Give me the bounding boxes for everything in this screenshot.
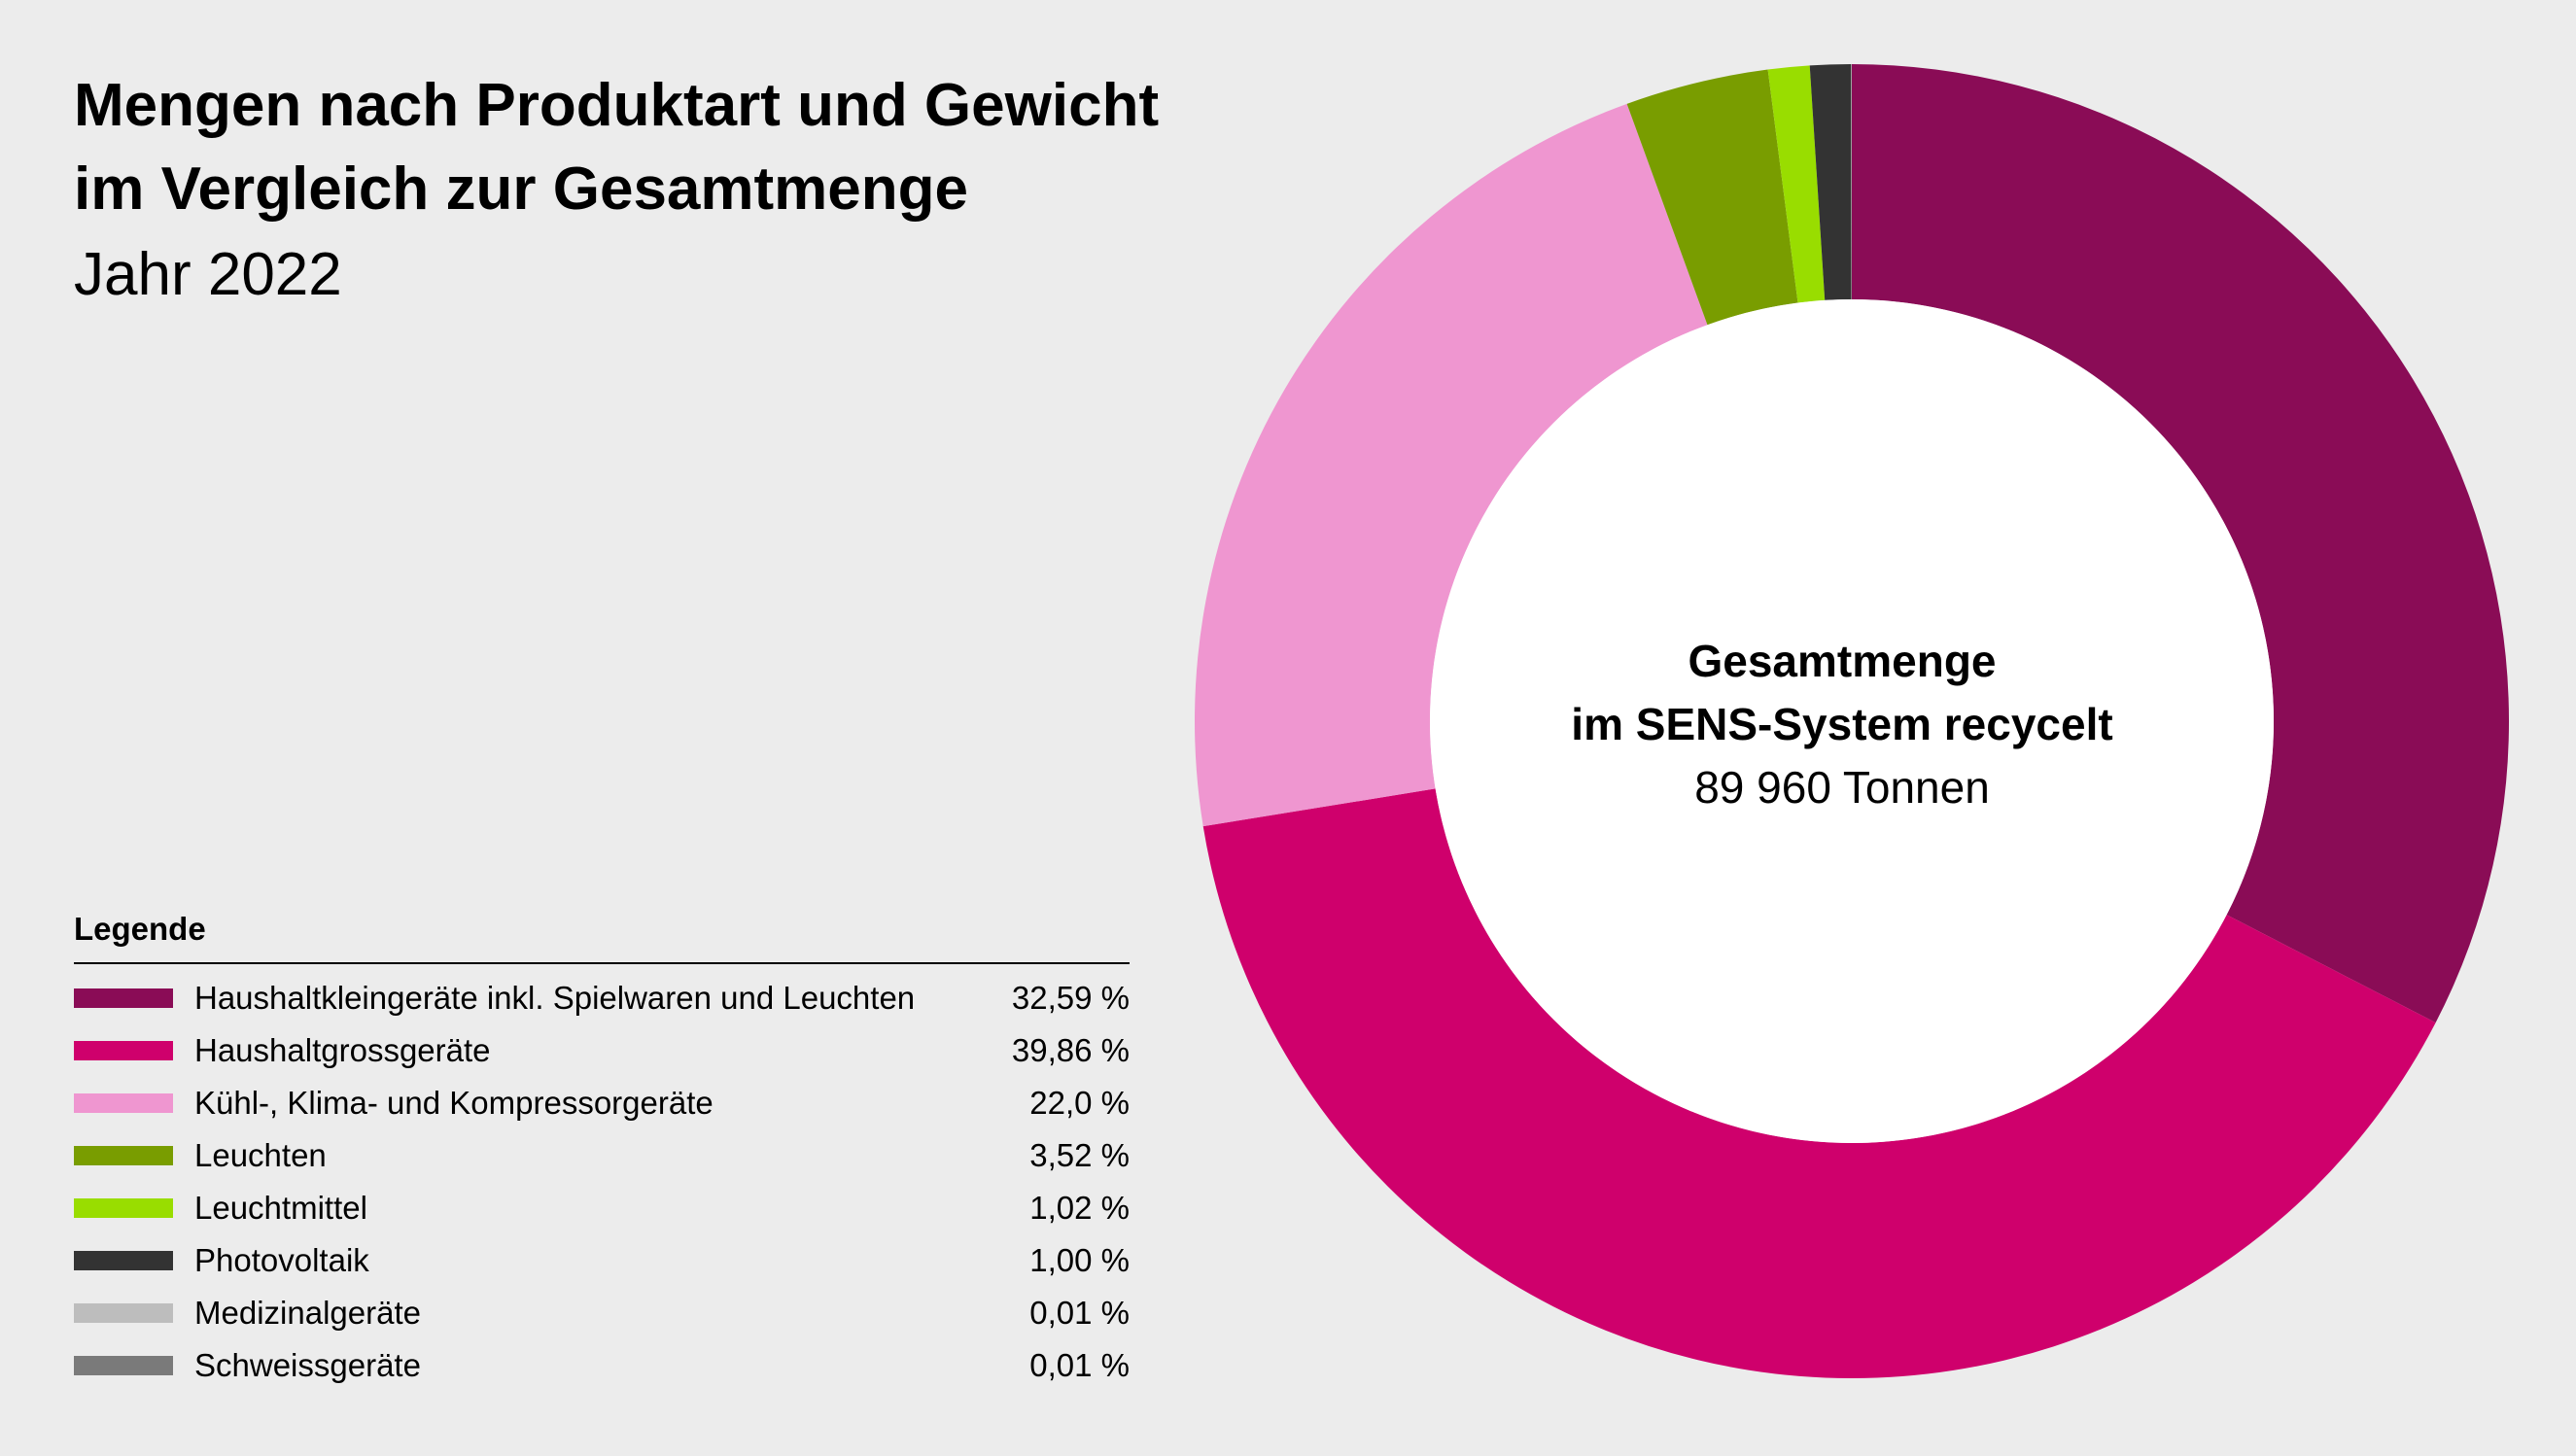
legend-swatch — [74, 1303, 173, 1323]
donut-slice — [1202, 788, 2436, 1379]
legend-label: Haushaltgrossgeräte — [194, 1032, 491, 1068]
donut-slice — [1851, 64, 1852, 300]
donut-center-label: Gesamtmenge im SENS-System recycelt 89 9… — [1571, 636, 2112, 813]
legend-label: Leuchten — [194, 1137, 327, 1173]
chart-title: Mengen nach Produktart und Gewicht im Ve… — [74, 64, 1159, 231]
center-label-line-1: Gesamtmenge — [1688, 636, 1996, 686]
legend-value: 0,01 % — [1029, 1295, 1130, 1331]
legend-swatch — [74, 988, 173, 1008]
legend-swatch — [74, 1146, 173, 1165]
donut-slice — [1852, 64, 2509, 1023]
legend-item: Haushaltgrossgeräte 39,86 % — [74, 1024, 1130, 1077]
legend-item: Haushaltkleingeräte inkl. Spielwaren und… — [74, 972, 1130, 1024]
legend-swatch — [74, 1251, 173, 1270]
donut-slice — [1809, 64, 1852, 300]
legend-label: Schweissgeräte — [194, 1347, 421, 1383]
center-label-total: 89 960 Tonnen — [1694, 762, 1990, 813]
legend-value: 39,86 % — [1011, 1032, 1130, 1068]
legend-value: 1,00 % — [1029, 1242, 1130, 1278]
chart-title-line-1: Mengen nach Produktart und Gewicht — [74, 72, 1160, 139]
legend-item: Photovoltaik 1,00 % — [74, 1234, 1130, 1287]
legend-swatch — [74, 1356, 173, 1375]
legend-label: Haushaltkleingeräte inkl. Spielwaren und… — [194, 980, 916, 1016]
legend-heading: Legende — [74, 904, 1130, 964]
chart-subtitle: Jahr 2022 — [74, 241, 342, 308]
legend-label: Medizinalgeräte — [194, 1295, 421, 1331]
legend-value: 32,59 % — [1011, 980, 1130, 1016]
donut-slice — [1195, 103, 1708, 827]
legend-swatch — [74, 1198, 173, 1218]
donut-slices — [1195, 64, 2509, 1379]
legend-swatch — [74, 1041, 173, 1060]
donut-slice — [1767, 65, 1826, 303]
legend-item: Leuchtmittel 1,02 % — [74, 1182, 1130, 1234]
legend-item: Kühl-, Klima- und Kompressorgeräte 22,0 … — [74, 1077, 1130, 1129]
legend-label: Photovoltaik — [194, 1242, 369, 1278]
legend-value: 1,02 % — [1029, 1190, 1130, 1226]
legend-value: 22,0 % — [1029, 1085, 1130, 1121]
center-label-line-2: im SENS-System recycelt — [1571, 699, 2112, 749]
legend: Legende Haushaltkleingeräte inkl. Spielw… — [74, 904, 1130, 1392]
legend-list: Haushaltkleingeräte inkl. Spielwaren und… — [74, 964, 1130, 1392]
donut-slice — [1626, 69, 1798, 326]
legend-value: 3,52 % — [1029, 1137, 1130, 1173]
legend-swatch — [74, 1093, 173, 1113]
donut-hole — [1430, 299, 2274, 1143]
legend-label: Kühl-, Klima- und Kompressorgeräte — [194, 1085, 714, 1121]
legend-value: 0,01 % — [1029, 1347, 1130, 1383]
legend-item: Medizinalgeräte 0,01 % — [74, 1287, 1130, 1339]
legend-item: Leuchten 3,52 % — [74, 1129, 1130, 1182]
chart-title-line-2: im Vergleich zur Gesamtmenge — [74, 156, 969, 223]
legend-label: Leuchtmittel — [194, 1190, 367, 1226]
legend-item: Schweissgeräte 0,01 % — [74, 1339, 1130, 1392]
